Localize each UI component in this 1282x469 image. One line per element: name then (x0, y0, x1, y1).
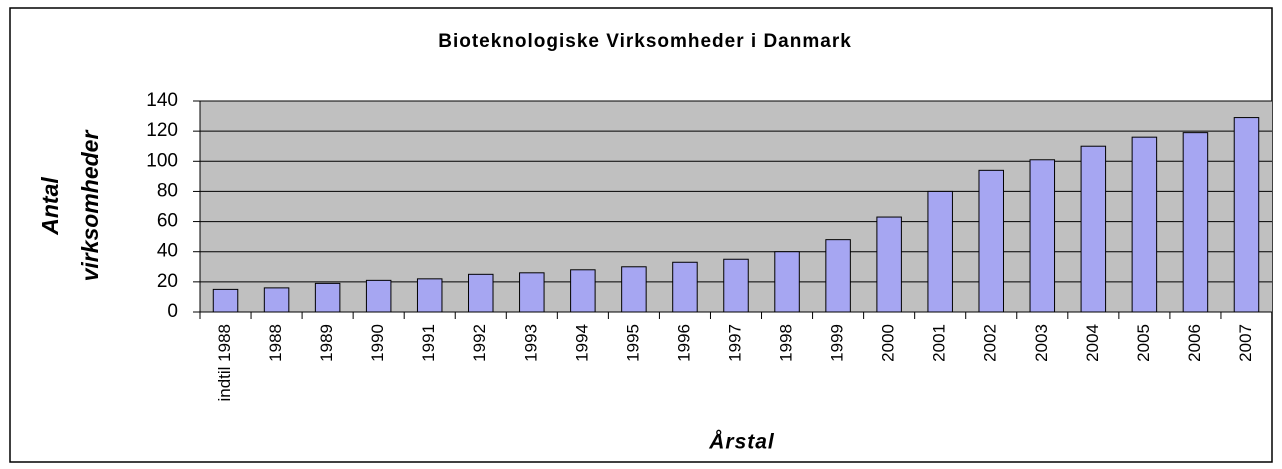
bar (468, 273, 494, 313)
x-tick-label: 1991 (419, 324, 438, 362)
x-tick-label: 1990 (368, 324, 387, 362)
x-tick-label: 1994 (572, 324, 591, 362)
bar (927, 190, 953, 313)
bar (263, 287, 290, 313)
x-tick-label: 1997 (725, 324, 744, 362)
bar (570, 269, 596, 313)
x-tick-label: 2006 (1185, 324, 1204, 362)
x-tick-label: 2003 (1032, 324, 1051, 362)
y-tick-label: 140 (146, 90, 178, 111)
bar (1029, 159, 1056, 313)
y-tick-label: 40 (157, 241, 178, 262)
y-tick-label: 60 (157, 211, 178, 232)
bar (723, 258, 749, 313)
x-tick-label: 1996 (674, 324, 693, 362)
bar (1131, 136, 1158, 313)
x-tick-label: 1989 (317, 324, 336, 362)
x-tick-label: 2001 (930, 324, 949, 362)
y-tick-label: 100 (146, 150, 178, 171)
x-tick-label: 1988 (266, 324, 285, 362)
x-tick-label: 1992 (470, 324, 489, 362)
bar (365, 279, 392, 313)
bar (314, 282, 341, 313)
x-tick-label: 2002 (981, 324, 1000, 362)
bar (621, 266, 647, 313)
bar (672, 261, 698, 313)
x-tick-label: 1999 (828, 324, 847, 362)
y-tick-label: 0 (167, 301, 178, 322)
x-tick-label: 1993 (521, 324, 540, 362)
y-axis-label: Antal (37, 177, 63, 236)
x-tick-label: 2000 (879, 324, 898, 362)
x-tick-label: 2005 (1134, 324, 1153, 362)
y-axis-label: virksomheder (77, 130, 103, 282)
y-tick-label: 20 (157, 271, 178, 292)
bar (519, 272, 545, 313)
x-tick-label: indtil 1988 (215, 324, 234, 402)
x-axis-label: Årstal (708, 430, 775, 454)
bar (876, 216, 902, 313)
x-tick-label: 1998 (777, 324, 796, 362)
bar (1080, 145, 1107, 313)
y-tick-label: 120 (146, 120, 178, 141)
bar (1233, 117, 1260, 313)
bar (212, 288, 239, 313)
bar (1182, 132, 1209, 313)
x-tick-label: 1995 (623, 324, 642, 362)
bar (825, 239, 851, 313)
bar (774, 251, 800, 313)
chart-title: Bioteknologiske Virksomheder i Danmark (438, 31, 852, 52)
y-tick-label: 80 (157, 180, 178, 201)
x-tick-label: 2007 (1236, 324, 1255, 362)
bar (416, 278, 443, 313)
bar (978, 169, 1004, 313)
x-tick-label: 2004 (1083, 324, 1102, 362)
